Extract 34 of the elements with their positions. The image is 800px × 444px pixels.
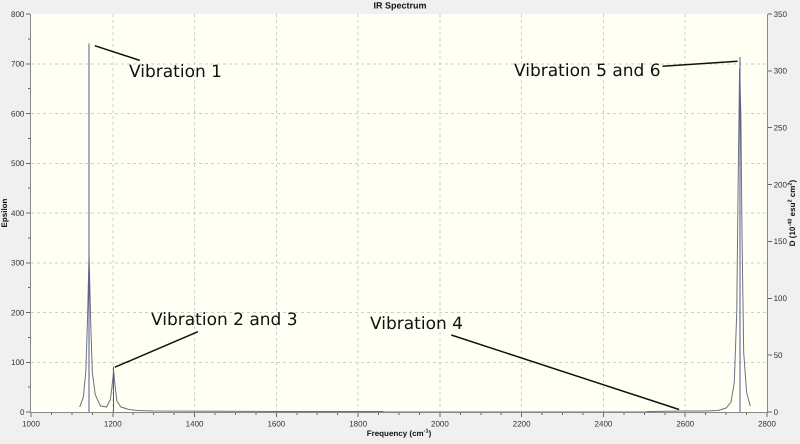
- y-tick-label: 0: [20, 408, 25, 417]
- y2-tick-label: 200: [774, 180, 788, 190]
- annotation: Vibration 5 and 6: [514, 61, 661, 81]
- x-tick-label: 2400: [594, 420, 613, 429]
- y2-tick-label: 350: [774, 10, 788, 19]
- y-tick-label: 600: [11, 109, 25, 118]
- y-tick-label: 300: [11, 258, 25, 268]
- x-tick-label: 1600: [267, 420, 286, 429]
- x-axis-title: Frequency (cm$^{-1}$): [366, 428, 432, 438]
- y-tick-label: 100: [11, 358, 25, 368]
- annotation: Vibration 1: [129, 62, 222, 82]
- y2-tick-label: 250: [774, 124, 788, 133]
- x-tick-label: 2200: [512, 420, 532, 429]
- y-tick-label: 700: [11, 60, 25, 69]
- y-tick-label: 200: [11, 308, 25, 318]
- x-tick-label: 1800: [349, 420, 368, 429]
- annotation: Vibration 4: [370, 314, 463, 334]
- y2-tick-label: 100: [774, 294, 788, 304]
- x-tick-label: 2600: [676, 420, 695, 429]
- x-tick-label: 1000: [22, 420, 40, 429]
- y2-tick-label: 300: [774, 66, 788, 76]
- x-tick-label: 2000: [430, 420, 450, 429]
- annotation: Vibration 2 and 3: [151, 310, 298, 330]
- y-tick-label: 500: [11, 159, 25, 168]
- x-tick-label: 1400: [186, 420, 204, 429]
- x-tick-label: 1200: [104, 420, 122, 429]
- y-tick-label: 400: [11, 208, 25, 218]
- x-tick-label: 2800: [758, 420, 776, 429]
- y-tick-label: 800: [11, 10, 25, 19]
- chart-title: IR Spectrum: [373, 0, 427, 11]
- y-axis-title: Epsilon: [0, 198, 9, 228]
- y2-tick-label: 0: [774, 408, 779, 417]
- y2-tick-label: 150: [774, 237, 788, 246]
- y2-tick-label: 50: [774, 350, 784, 360]
